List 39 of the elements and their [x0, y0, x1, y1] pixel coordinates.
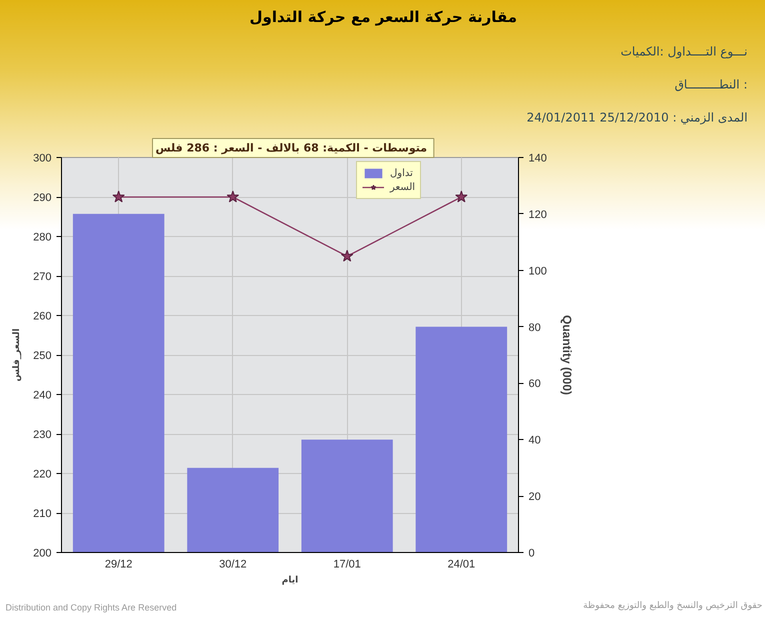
y-tick-label: 270: [33, 271, 52, 283]
text: المدى الزمني : 25/12/2010 24/01/2011: [526, 110, 748, 124]
y-tick-label: 230: [33, 429, 52, 441]
y2-tick-label: 20: [528, 491, 541, 504]
y-axis-title: السعر_فلس: [12, 328, 22, 382]
x-axis-title: ايام: [282, 576, 298, 586]
bar: [301, 440, 393, 552]
legend-label: السعر: [390, 181, 416, 193]
y-tick-label: 220: [33, 468, 52, 480]
y2-tick-label: 0: [528, 548, 535, 560]
x-tick-label: 30/12: [219, 558, 247, 570]
y2-tick-label: 140: [528, 152, 547, 164]
text: نـــوع التــــداول :الكميات: [620, 44, 748, 58]
y-tick-label: 280: [33, 232, 52, 244]
y2-tick-label: 40: [528, 434, 541, 447]
text: متوسطات - الكمية: 68 بالالف - السعر : 286 فلس: [156, 142, 428, 154]
y2-axis-title: Quantity (000): [560, 314, 574, 396]
y-tick-label: 300: [33, 152, 52, 164]
y2-tick-label: 120: [528, 208, 547, 221]
bar: [72, 214, 164, 552]
y2-tick-label: 80: [528, 322, 541, 334]
y2-tick-label: 60: [528, 378, 541, 390]
y-tick-label: 250: [33, 350, 52, 362]
bar: [416, 326, 508, 552]
y-tick-label: 200: [33, 548, 52, 560]
chart-title: مقارنة حركة السعر مع حركة التداول: [250, 8, 518, 26]
text: النطـــــــــاق :: [674, 78, 748, 92]
text: Distribution and Copy Rights Are Reserved: [6, 602, 177, 612]
legend-label: تداول: [390, 167, 413, 179]
y-tick-label: 290: [33, 192, 52, 204]
y2-tick-label: 100: [528, 265, 547, 278]
y-tick-label: 210: [33, 508, 52, 520]
x-tick-label: 17/01: [333, 558, 361, 570]
text: حقوق الترخيص والنسخ والطبع والتوزيع محفوظة: [583, 601, 763, 611]
x-tick-label: 24/01: [448, 558, 476, 570]
y-tick-label: 240: [33, 390, 52, 402]
bar: [187, 468, 279, 552]
y-tick-label: 260: [33, 310, 52, 322]
x-tick-label: 29/12: [104, 558, 132, 570]
